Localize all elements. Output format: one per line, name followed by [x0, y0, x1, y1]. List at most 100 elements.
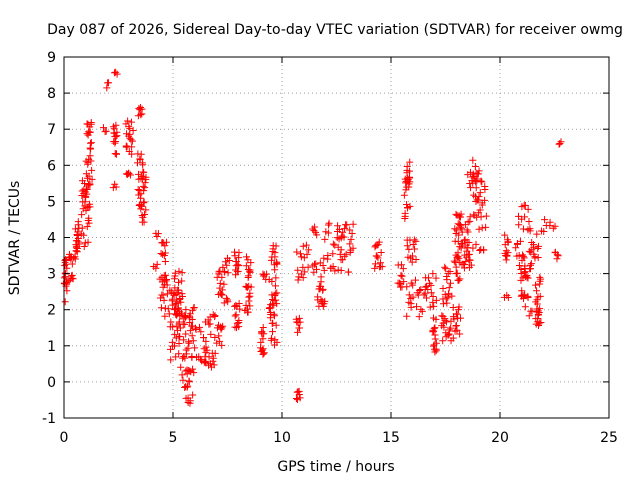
data-point: [140, 168, 148, 176]
data-point: [516, 237, 524, 245]
x-tick-label: 5: [169, 430, 178, 446]
point-cluster: [188, 322, 210, 367]
data-point: [181, 354, 189, 362]
data-point: [200, 334, 208, 342]
point-cluster: [122, 169, 134, 179]
data-point: [417, 286, 425, 294]
data-point: [297, 253, 305, 261]
data-point: [110, 125, 118, 133]
point-cluster: [170, 267, 187, 328]
data-point: [465, 238, 473, 246]
data-point: [533, 230, 541, 238]
data-point: [450, 257, 458, 265]
data-point: [439, 337, 447, 345]
data-point: [453, 269, 461, 277]
data-point: [184, 344, 192, 352]
data-point: [432, 296, 440, 304]
data-point: [85, 172, 93, 180]
data-point: [235, 262, 243, 270]
data-point: [447, 324, 455, 332]
point-cluster: [403, 236, 420, 266]
data-point: [458, 225, 466, 233]
point-cluster: [309, 223, 321, 239]
data-point: [313, 231, 321, 239]
data-point: [403, 242, 411, 250]
data-point: [125, 170, 133, 178]
point-cluster: [109, 121, 121, 158]
data-point: [525, 217, 533, 225]
point-cluster: [156, 271, 172, 320]
data-point: [399, 265, 407, 273]
data-point: [190, 304, 198, 312]
data-point: [68, 260, 76, 268]
data-point: [423, 294, 431, 302]
point-cluster: [517, 260, 536, 320]
data-point: [231, 312, 239, 320]
data-point: [406, 174, 414, 182]
data-point: [178, 277, 186, 285]
data-point: [305, 246, 313, 254]
data-point: [272, 274, 280, 282]
data-point: [482, 212, 490, 220]
data-point: [528, 307, 536, 315]
data-point: [141, 179, 149, 187]
data-point: [409, 281, 417, 289]
data-point: [452, 263, 460, 271]
point-cluster: [335, 220, 357, 276]
data-point: [211, 333, 219, 341]
data-point: [272, 321, 280, 329]
data-point: [314, 293, 322, 301]
data-point: [203, 346, 211, 354]
point-cluster: [449, 303, 465, 342]
data-point: [438, 312, 446, 320]
data-point: [432, 347, 440, 355]
data-point: [501, 231, 509, 239]
data-point: [536, 319, 544, 327]
data-point: [448, 292, 456, 300]
data-point: [86, 203, 94, 211]
data-point: [112, 183, 120, 191]
point-cluster: [464, 156, 483, 192]
data-point: [62, 256, 70, 264]
data-point: [293, 248, 301, 256]
data-point: [103, 84, 111, 92]
data-point: [432, 315, 440, 323]
point-cluster: [176, 303, 198, 384]
data-point: [302, 241, 310, 249]
data-point: [415, 313, 423, 321]
data-point: [519, 252, 527, 260]
data-point: [128, 137, 136, 145]
data-point: [129, 127, 137, 135]
data-point: [136, 155, 144, 163]
data-point: [430, 325, 438, 333]
data-point: [72, 244, 80, 252]
data-point: [317, 278, 325, 286]
data-point: [442, 318, 450, 326]
point-cluster: [293, 241, 313, 284]
data-point: [140, 199, 148, 207]
data-point: [189, 365, 197, 373]
point-cluster: [400, 158, 414, 222]
data-point: [86, 181, 94, 189]
data-point: [235, 299, 243, 307]
data-point: [82, 207, 90, 215]
data-point: [245, 297, 253, 305]
data-point: [439, 284, 447, 292]
data-point: [299, 242, 307, 250]
data-point: [403, 312, 411, 320]
data-point: [304, 263, 312, 271]
data-point: [324, 229, 332, 237]
data-point: [527, 260, 535, 268]
data-point: [87, 118, 95, 126]
data-point: [124, 117, 132, 125]
data-point: [521, 303, 529, 311]
data-point: [138, 105, 146, 113]
data-point: [186, 397, 194, 405]
data-point: [191, 324, 199, 332]
data-point: [213, 339, 221, 347]
point-cluster: [292, 314, 304, 336]
point-cluster: [122, 117, 137, 158]
data-point: [412, 237, 420, 245]
data-point: [83, 223, 91, 231]
